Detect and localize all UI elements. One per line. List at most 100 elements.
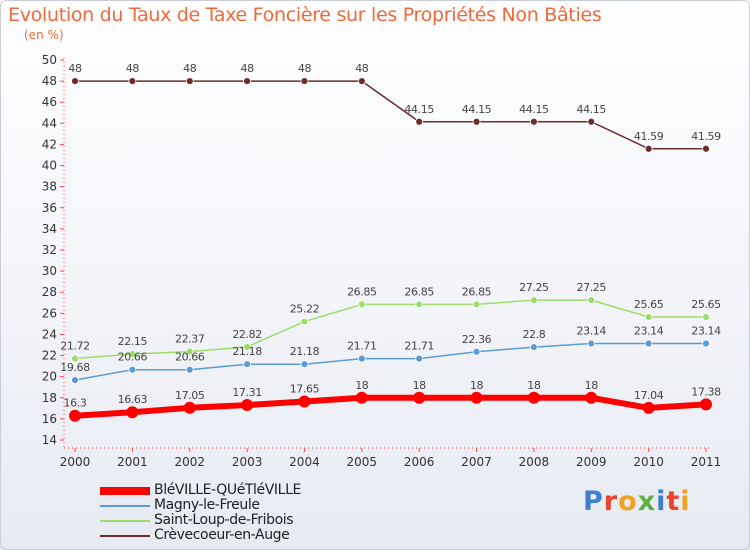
y-tick-label: 24 — [42, 327, 57, 341]
y-tick-label: 46 — [42, 95, 57, 109]
x-tick-label: 2003 — [232, 455, 263, 469]
x-tick-label: 2002 — [174, 455, 205, 469]
legend-swatch-saint-loup — [100, 520, 150, 522]
y-tick-label: 16 — [42, 412, 57, 426]
data-label: 18 — [413, 379, 427, 392]
data-label: 20.66 — [175, 351, 205, 364]
legend-item-crevecoeur[interactable]: Crèvecoeur-en-Auge — [100, 527, 360, 544]
series-line — [74, 299, 706, 360]
data-point — [702, 339, 710, 348]
data-label: 25.22 — [290, 303, 320, 316]
data-point — [128, 77, 137, 86]
x-tick-label: 2005 — [347, 455, 378, 469]
data-label: 22.8 — [522, 328, 545, 341]
data-point — [71, 376, 79, 384]
data-label: 25.65 — [691, 298, 721, 311]
data-label: 22.37 — [175, 333, 205, 346]
data-point — [128, 350, 137, 358]
data-label: 23.14 — [577, 325, 607, 338]
data-point — [71, 77, 79, 86]
legend-item-bleville[interactable]: BléVILLE-QUéTléVILLE — [100, 482, 360, 499]
data-point — [300, 77, 309, 86]
data-point — [185, 77, 194, 86]
x-tick-label: 2008 — [519, 455, 550, 469]
data-label: 41.59 — [634, 130, 664, 143]
chart-title: Evolution du Taux de Taxe Foncière sur l… — [8, 4, 602, 26]
data-point — [587, 339, 596, 348]
y-tick-label: 34 — [42, 222, 57, 236]
data-label: 18 — [585, 379, 599, 392]
series-line — [74, 394, 707, 419]
y-tick-label: 42 — [42, 137, 57, 151]
legend-label-magny: Magny-le-Freule — [154, 497, 260, 513]
data-label: 44.15 — [462, 103, 492, 116]
data-label: 48 — [298, 62, 312, 75]
data-label: 26.85 — [404, 285, 434, 298]
logo-letter: i — [656, 486, 667, 517]
y-tick-label: 38 — [42, 180, 57, 194]
data-point — [128, 365, 137, 374]
data-label: 20.66 — [118, 351, 148, 364]
logo-letter: r — [603, 486, 619, 517]
data-label: 22.82 — [232, 328, 262, 341]
legend-item-magny[interactable]: Magny-le-Freule — [100, 497, 360, 514]
data-point — [300, 360, 309, 369]
y-tick-label: 32 — [42, 243, 57, 257]
data-point — [530, 296, 538, 305]
data-point — [702, 144, 710, 153]
legend-item-saint-loup[interactable]: Saint-Loup-de-Fribois — [100, 512, 360, 529]
data-point — [357, 77, 366, 86]
x-tick-label: 2001 — [117, 455, 148, 469]
logo-letter: P — [583, 486, 604, 517]
data-point — [472, 347, 481, 356]
data-point — [585, 391, 598, 404]
legend-swatch-magny — [100, 505, 150, 507]
data-point — [355, 391, 368, 404]
data-point — [644, 313, 653, 321]
data-label: 16.3 — [64, 397, 87, 410]
y-tick-label: 50 — [42, 53, 57, 67]
data-label: 17.05 — [175, 389, 205, 402]
data-label: 17.04 — [634, 389, 664, 402]
data-point — [183, 401, 196, 414]
y-tick-label: 44 — [42, 116, 57, 130]
y-tick-label: 18 — [42, 391, 57, 405]
data-label: 21.71 — [404, 340, 434, 353]
data-point — [357, 300, 366, 309]
data-label: 27.25 — [577, 281, 607, 294]
data-point — [587, 296, 596, 305]
y-tick-label: 40 — [42, 159, 57, 173]
data-point — [243, 77, 251, 86]
series-line — [74, 342, 706, 381]
legend-label-saint-loup: Saint-Loup-de-Fribois — [154, 512, 294, 528]
x-tick-label: 2000 — [60, 455, 91, 469]
proxiti-logo: Proxiti — [583, 486, 691, 517]
data-label: 18 — [527, 379, 541, 392]
data-label: 48 — [68, 62, 82, 75]
data-label: 21.71 — [347, 340, 377, 353]
data-label: 22.15 — [118, 335, 148, 348]
data-label: 48 — [355, 62, 369, 75]
data-label: 21.18 — [232, 345, 262, 358]
data-point — [300, 317, 309, 326]
y-tick-label: 22 — [42, 349, 57, 363]
data-label: 18 — [355, 379, 369, 392]
data-point — [298, 395, 311, 408]
data-point — [644, 144, 653, 153]
data-point — [185, 347, 194, 356]
data-point — [415, 300, 424, 309]
x-tick-label: 2007 — [461, 455, 492, 469]
data-label: 48 — [240, 62, 254, 75]
data-label: 23.14 — [691, 325, 721, 338]
series-line — [75, 80, 706, 150]
data-label: 41.59 — [691, 130, 721, 143]
data-point — [527, 391, 540, 404]
data-label: 44.15 — [519, 103, 549, 116]
data-point — [472, 300, 481, 309]
x-tick-label: 2011 — [691, 455, 722, 469]
data-point — [69, 409, 81, 422]
y-tick-label: 36 — [42, 201, 57, 215]
data-point — [642, 401, 655, 414]
